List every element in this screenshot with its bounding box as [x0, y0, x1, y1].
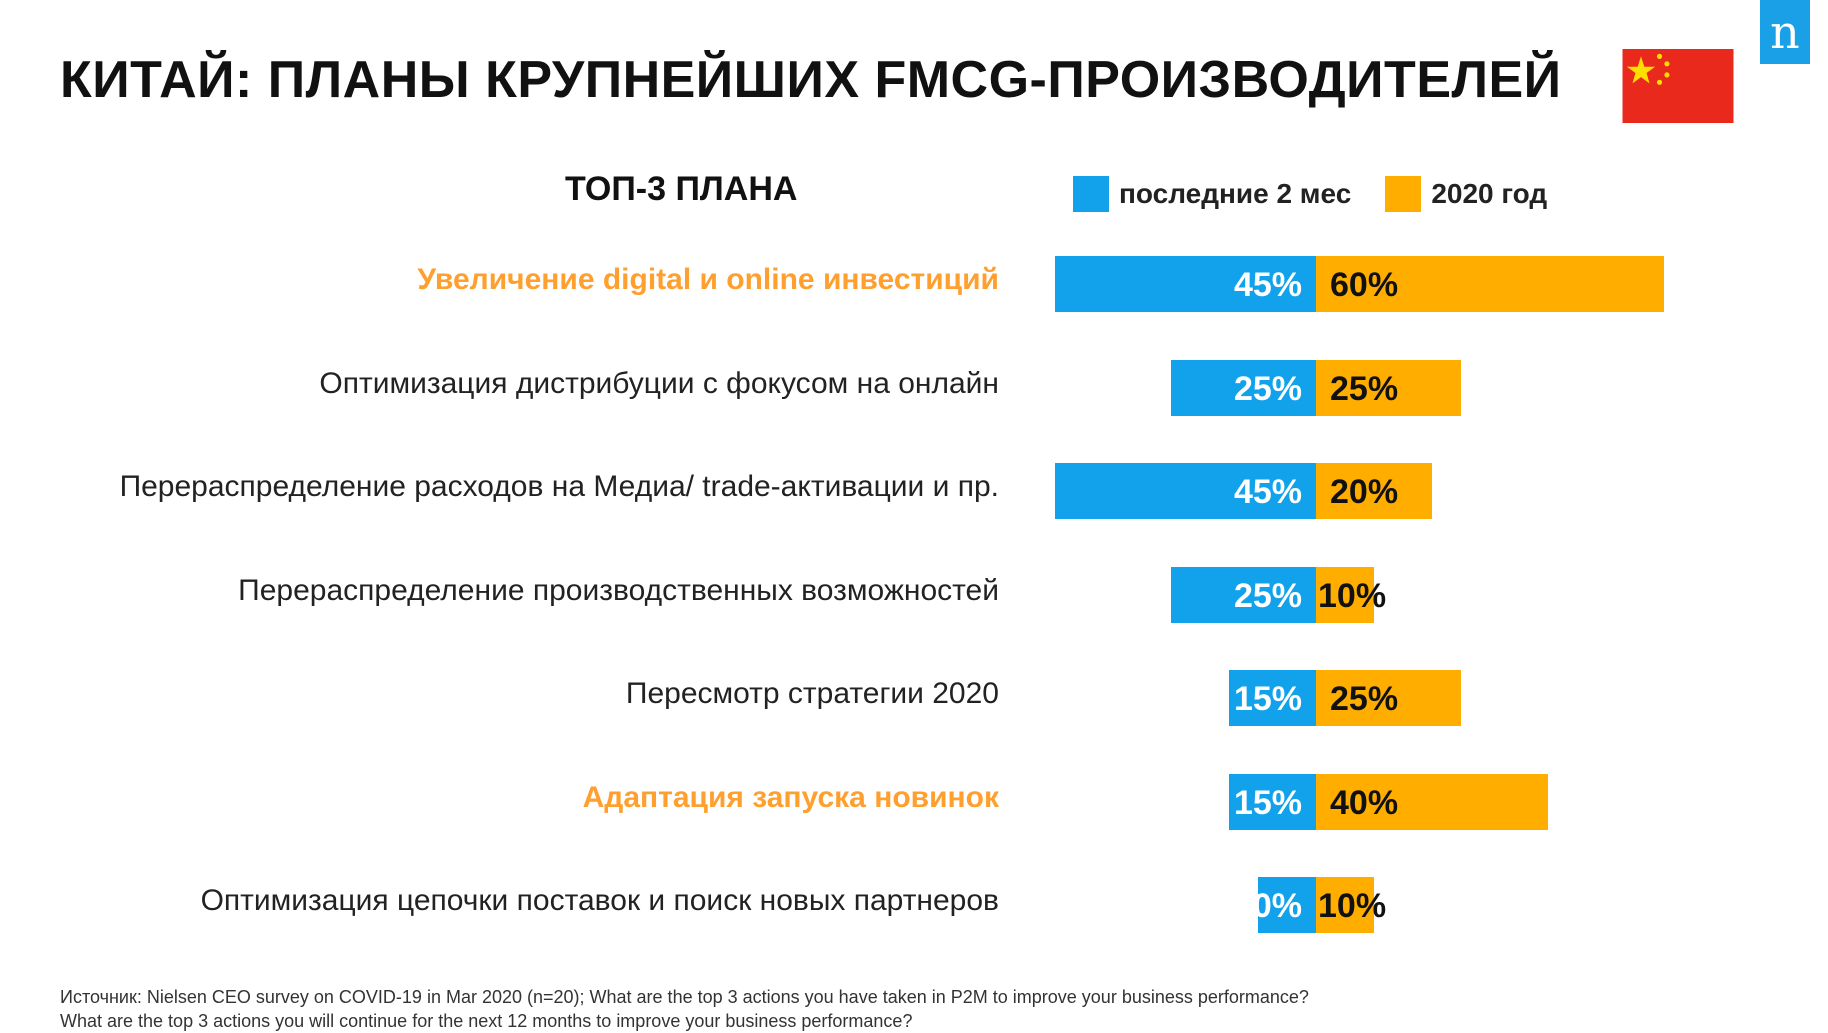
data-label-recent: 15%	[1233, 783, 1302, 822]
data-label-year: 25%	[1330, 680, 1399, 718]
data-label-recent: 25%	[1233, 576, 1302, 615]
bar-recent	[1055, 463, 1316, 519]
footnote-line: Источник: Nielsen CEO survey on COVID-19…	[60, 987, 1309, 1007]
legend-item-recent: последние 2 мес	[1073, 176, 1351, 212]
bar-year	[1316, 359, 1461, 416]
data-label-year: 10%	[1318, 887, 1387, 925]
bar-year	[1316, 566, 1374, 623]
data-label-recent: 10%	[1233, 887, 1302, 925]
data-label-recent: 25%	[1233, 369, 1302, 408]
bar-year	[1316, 256, 1664, 312]
bar-year	[1316, 773, 1548, 830]
legend-label-recent: последние 2 мес	[1119, 178, 1352, 209]
bar-year	[1316, 877, 1374, 933]
bar-recent	[1229, 773, 1316, 830]
category-label: Перераспределение расходов на Медиа/ tra…	[119, 470, 999, 503]
data-label-year: 25%	[1330, 369, 1399, 408]
bar-recent	[1171, 566, 1316, 623]
bar-year	[1316, 670, 1461, 726]
data-label-year: 40%	[1330, 783, 1399, 822]
bar-year	[1316, 463, 1432, 519]
china-flag-icon	[1622, 49, 1734, 123]
data-label-year: 60%	[1330, 266, 1399, 304]
legend-swatch-recent	[1073, 176, 1109, 212]
category-label: Увеличение digital и online инвестиций	[417, 263, 999, 296]
page-title: КИТАЙ: ПЛАНЫ КРУПНЕЙШИХ FMCG-ПРОИЗВОДИТЕ…	[60, 51, 1562, 109]
bar-recent	[1171, 359, 1316, 416]
legend-swatch-year	[1385, 176, 1422, 212]
data-label-recent: 15%	[1233, 680, 1302, 718]
bar-recent	[1258, 877, 1316, 933]
data-label-year: 10%	[1318, 576, 1387, 615]
legend-item-year: 2020 год	[1385, 176, 1547, 212]
footnote-line: What are the top 3 actions you will cont…	[60, 1011, 913, 1031]
chart-title: ТОП-3 ПЛАНА	[565, 170, 798, 208]
data-label-recent: 45%	[1233, 266, 1302, 304]
category-label: Оптимизация цепочки поставок и поиск нов…	[200, 884, 999, 917]
category-label: Перераспределение производственных возмо…	[238, 573, 999, 607]
footnote: Источник: Nielsen CEO survey on COVID-19…	[60, 985, 1309, 1033]
bar-recent	[1055, 256, 1316, 312]
category-label: Оптимизация дистрибуции с фокусом на онл…	[319, 366, 999, 400]
data-label-year: 20%	[1330, 473, 1399, 511]
nielsen-logo: n	[1760, 0, 1810, 64]
category-label: Пересмотр стратегии 2020	[625, 677, 999, 710]
bar-recent	[1229, 670, 1316, 726]
data-label-recent: 45%	[1233, 473, 1302, 511]
category-label: Адаптация запуска новинок	[582, 780, 999, 814]
legend-label-year: 2020 год	[1431, 178, 1548, 209]
chart-legend: последние 2 мес 2020 год	[1073, 176, 1581, 212]
